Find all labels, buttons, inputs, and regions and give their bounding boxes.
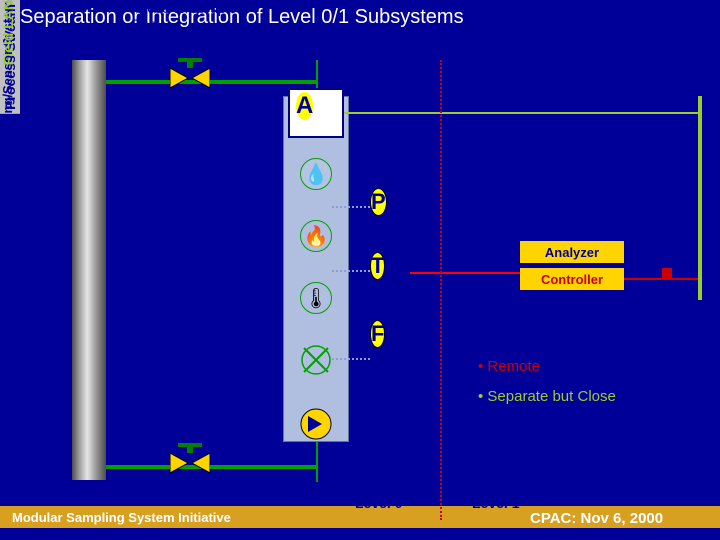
pipe-bottom <box>106 465 318 469</box>
thermo-icon: 🌡 <box>300 282 332 314</box>
objective-body: Close to Sample Tap <box>134 0 244 32</box>
valve-bottom <box>170 443 210 480</box>
flame-icon: 🔥 <box>300 220 332 252</box>
level0-label: Level 0 <box>355 495 402 511</box>
valve-top <box>170 58 210 95</box>
objective-heading: Objective: <box>134 230 196 246</box>
option-separate: • Separate but Close <box>478 388 616 405</box>
drop-icon: 💧 <box>300 158 332 190</box>
level-divider <box>440 60 442 520</box>
link-a-analyzer <box>344 112 700 114</box>
field-lan-label: Field LAN <box>0 0 16 65</box>
stub-f <box>332 358 370 360</box>
controller-box: Controller <box>520 268 624 290</box>
node-f-circle: F <box>370 320 385 348</box>
footer-right: CPAC: Nov 6, 2000 <box>530 510 663 527</box>
lan-junction <box>662 268 672 278</box>
level1-label: Level 1 <box>472 495 519 511</box>
footer-left: Modular Sampling System Initiative <box>12 510 231 525</box>
integrated-box <box>283 96 349 442</box>
flow-icon <box>296 406 336 442</box>
option-remote: • Remote <box>478 358 540 375</box>
link-controller-lan <box>624 278 700 280</box>
analyzer-box: Analyzer <box>520 241 624 263</box>
option-integrated: • Integrated <box>478 418 555 435</box>
options-heading: Options: <box>478 330 534 347</box>
process-stream-pipe <box>72 60 106 480</box>
field-lan-line <box>698 96 702 300</box>
node-t-circle: T <box>370 252 385 280</box>
node-p-circle: P <box>370 188 387 216</box>
link-t-controller <box>410 272 520 274</box>
flow-orifice-icon <box>300 344 332 376</box>
node-a-circle: A <box>296 92 313 120</box>
stub-t <box>332 270 370 272</box>
stub-p <box>332 206 370 208</box>
pipe-top <box>106 80 318 84</box>
